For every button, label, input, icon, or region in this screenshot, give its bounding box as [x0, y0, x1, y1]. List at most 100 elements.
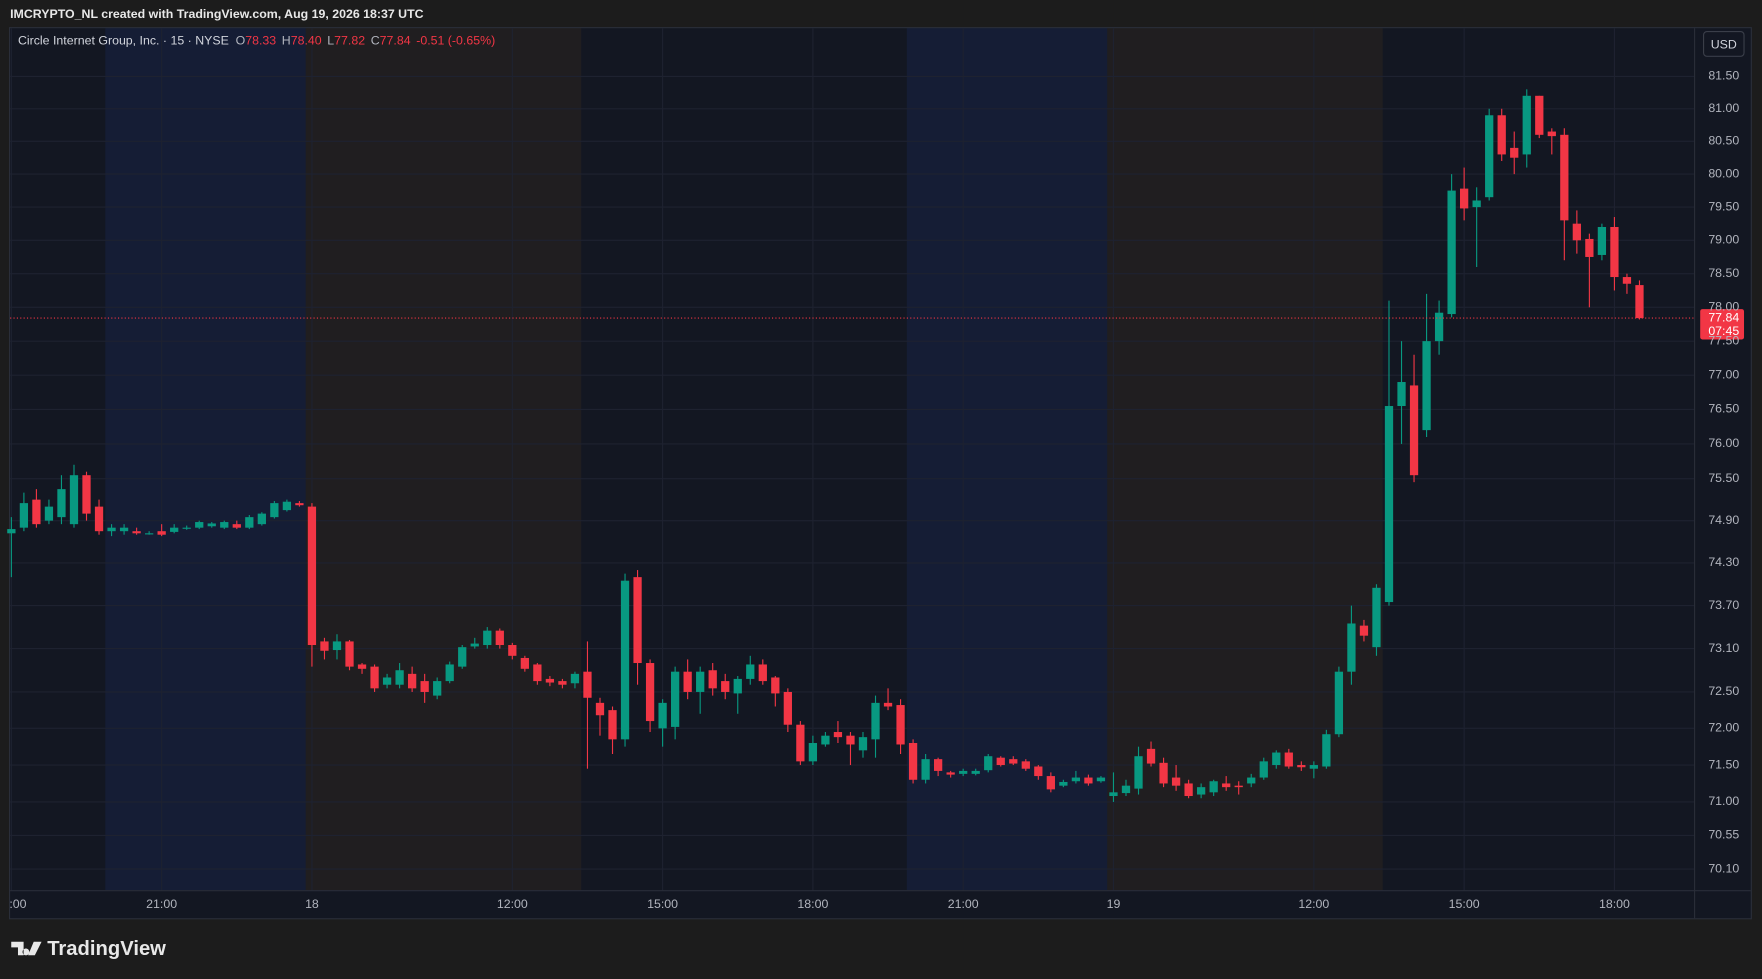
candle-body — [595, 702, 605, 716]
candle-body — [1585, 238, 1594, 257]
candle-body — [332, 641, 342, 651]
x-tick-label: 19 — [1107, 897, 1121, 911]
x-tick-label: 18 — [305, 897, 319, 911]
candle-body — [670, 671, 680, 727]
candle-body — [1460, 188, 1469, 209]
candle-body — [896, 705, 905, 745]
legend: Circle Internet Group, Inc. · 15 · NYSE O… — [18, 34, 495, 48]
ohlc-value: 77.82 — [334, 34, 365, 48]
x-tick-label: 21:00 — [146, 897, 177, 911]
candle-body — [1485, 115, 1494, 198]
candle-body — [458, 647, 467, 667]
candle-body — [157, 531, 166, 535]
ohlc-value: 77.84 — [380, 34, 411, 48]
candle-body — [1472, 200, 1481, 208]
candle-body — [858, 737, 868, 751]
candle-body — [520, 657, 529, 669]
candle-body — [69, 475, 79, 525]
candle-body — [921, 759, 930, 780]
candle-body — [232, 524, 241, 528]
candle-body — [1547, 131, 1556, 137]
candle-body — [645, 663, 655, 722]
candle-body — [1334, 671, 1344, 735]
y-tick-label: 73.70 — [1708, 598, 1739, 612]
candle-body — [683, 671, 692, 692]
y-tick-label: 71.00 — [1708, 794, 1739, 808]
candle-body — [320, 641, 329, 651]
candle-body — [783, 691, 792, 725]
candle-body — [1572, 223, 1581, 241]
ohlc-label: H — [282, 34, 291, 48]
candle-body — [796, 724, 805, 762]
y-tick-label: 78.50 — [1708, 266, 1739, 280]
candle-body — [445, 664, 454, 682]
candle-body — [170, 527, 179, 532]
candle-body — [1171, 777, 1181, 786]
x-tick-label: 12:00 — [1298, 897, 1329, 911]
candle-body — [295, 503, 304, 506]
candle-body — [1447, 190, 1456, 315]
candle-body — [883, 702, 893, 707]
candle-body — [946, 772, 955, 775]
candle-body — [508, 645, 517, 656]
y-tick-label: 77.00 — [1708, 367, 1739, 381]
candle-body — [282, 501, 292, 511]
candle-body — [1159, 762, 1168, 784]
candle-body — [370, 666, 379, 689]
candle-body — [433, 681, 442, 696]
candle-body — [583, 671, 592, 698]
candle-body — [483, 630, 492, 646]
candle-body — [1034, 766, 1043, 777]
candle-body — [996, 757, 1005, 766]
candle-body — [833, 732, 843, 738]
candle-body — [245, 517, 254, 528]
x-tick-label: :00 — [9, 897, 26, 911]
candle-body — [307, 506, 317, 646]
chart-frame — [8, 27, 1752, 920]
candle-body — [1059, 781, 1068, 786]
session-band — [1107, 28, 1383, 891]
candle-body — [620, 580, 630, 740]
candle-body — [746, 664, 755, 679]
session-band — [105, 28, 306, 891]
candle-body — [1096, 777, 1106, 782]
y-tick-label: 70.55 — [1708, 828, 1739, 842]
y-tick-label: 77.50 — [1708, 333, 1739, 347]
y-tick-label: 70.10 — [1708, 861, 1739, 875]
y-tick-label: 74.90 — [1708, 513, 1739, 527]
candle-body — [182, 527, 191, 529]
candle-body — [119, 527, 129, 532]
currency-box[interactable] — [1703, 31, 1745, 57]
candle-body — [19, 503, 29, 528]
candle-body — [808, 743, 818, 762]
last-price-label: 77.84 — [1708, 310, 1739, 324]
candle-body — [871, 702, 880, 740]
ohlc-value: 78.33 — [245, 34, 276, 48]
brand-logo: TradingView — [11, 938, 166, 960]
x-tick-label: 18:00 — [1599, 897, 1630, 911]
last-price-badge — [1700, 309, 1745, 340]
candle-body — [1372, 587, 1381, 648]
candle-body — [1510, 147, 1519, 158]
y-tick-label: 79.50 — [1708, 199, 1739, 213]
candle-body — [1384, 406, 1394, 603]
y-tick-label: 71.50 — [1708, 757, 1739, 771]
candles — [7, 89, 1644, 802]
candle-body — [1084, 777, 1093, 784]
candle-body — [382, 677, 392, 685]
candle-body — [1635, 285, 1644, 319]
y-tick-label: 72.50 — [1708, 684, 1739, 698]
candle-body — [608, 710, 617, 740]
candle-body — [846, 735, 855, 745]
candle-body — [1146, 748, 1156, 764]
candle-body — [758, 664, 767, 682]
x-tick-label: 15:00 — [647, 897, 678, 911]
candle-body — [1522, 95, 1531, 155]
candle-body — [7, 529, 16, 534]
candle-body — [570, 673, 580, 684]
candle-body — [1234, 785, 1243, 788]
ohlc-label: C — [371, 34, 380, 48]
candle-body — [144, 533, 154, 535]
